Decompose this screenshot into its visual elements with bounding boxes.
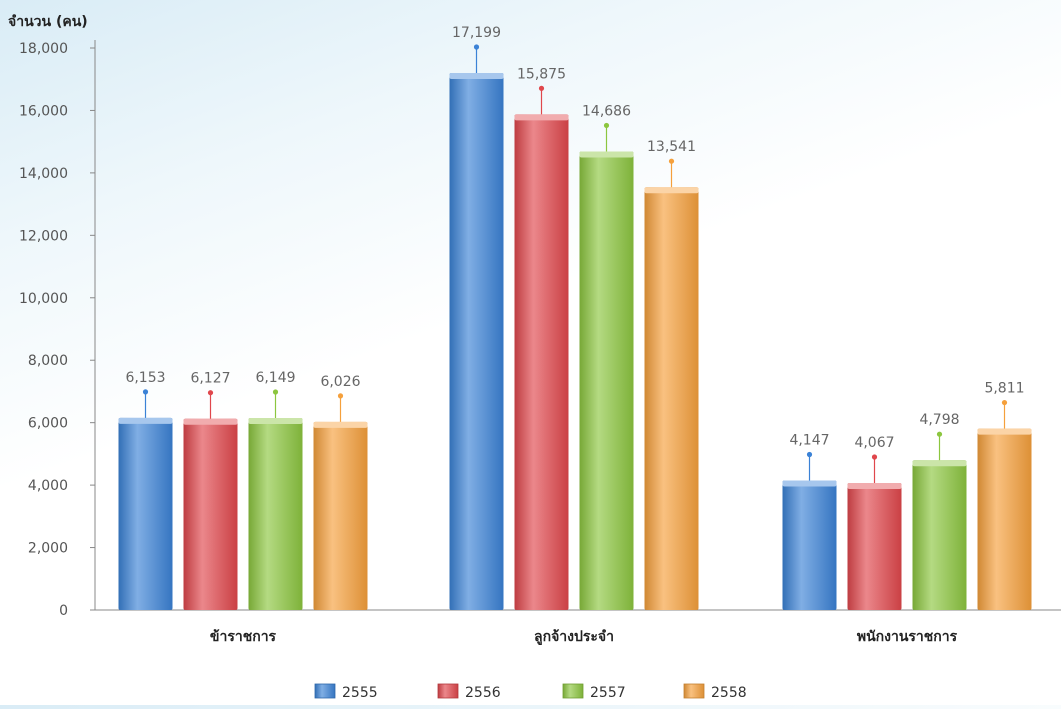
bar xyxy=(449,73,504,610)
y-axis-label: จำนวน (คน) xyxy=(8,14,88,30)
bar-2555-0: 6,153 xyxy=(118,370,173,610)
legend-swatch xyxy=(437,683,459,699)
value-label: 6,127 xyxy=(190,371,230,387)
category-label: ข้าราชการ xyxy=(210,629,277,645)
value-label: 4,798 xyxy=(919,412,959,428)
y-tick-label: 8,000 xyxy=(28,353,68,369)
category-label: ลูกจ้างประจำ xyxy=(534,629,614,645)
bar-cap xyxy=(183,418,238,425)
value-leader-dot xyxy=(871,454,878,460)
bar xyxy=(514,114,569,610)
bar xyxy=(782,480,837,610)
bar-cap xyxy=(248,418,303,425)
y-tick-label: 2,000 xyxy=(28,541,68,557)
bar xyxy=(912,460,967,610)
value-label: 14,686 xyxy=(582,103,631,119)
y-tick-label: 0 xyxy=(59,603,68,619)
legend-label: 2557 xyxy=(590,685,626,701)
bar xyxy=(118,417,173,610)
legend-item-2556: 2556 xyxy=(437,683,501,701)
bar-cap xyxy=(782,480,837,487)
legend-swatch xyxy=(562,683,584,699)
y-tick-label: 12,000 xyxy=(19,228,68,244)
bar xyxy=(644,187,699,610)
bar xyxy=(579,151,634,610)
value-label: 6,153 xyxy=(125,370,165,386)
value-leader-dot xyxy=(806,451,813,458)
bar-2557-2: 4,798 xyxy=(912,412,967,610)
bar-cap xyxy=(977,428,1032,435)
bar xyxy=(183,418,238,610)
value-label: 13,541 xyxy=(647,139,696,155)
legend-swatch xyxy=(314,683,336,699)
bar-cap xyxy=(579,151,634,158)
value-label: 6,149 xyxy=(255,370,295,386)
y-tick-label: 4,000 xyxy=(28,478,68,494)
value-leader-dot xyxy=(538,85,545,91)
legend-label: 2558 xyxy=(711,685,747,701)
value-label: 5,811 xyxy=(984,381,1024,397)
y-tick-label: 10,000 xyxy=(19,291,68,307)
value-leader-dot xyxy=(668,158,675,164)
bar xyxy=(248,418,303,610)
bar xyxy=(977,428,1032,610)
value-label: 15,875 xyxy=(517,66,566,82)
bar-2556-2: 4,067 xyxy=(847,435,902,610)
value-leader-dot xyxy=(936,431,943,437)
value-leader-dot xyxy=(337,393,344,399)
bar xyxy=(847,483,902,610)
bar-cap xyxy=(912,460,967,467)
bars: 6,153 6,127 6,149 6,026 ข้าราชการ 17,199 15,87… xyxy=(118,25,1032,645)
bar-2555-2: 4,147 xyxy=(782,433,837,610)
bar-cap xyxy=(847,483,902,490)
value-leader-dot xyxy=(207,390,214,396)
bar-2555-1: 17,199 xyxy=(449,25,504,610)
value-leader-dot xyxy=(142,389,149,395)
bar-2556-1: 15,875 xyxy=(514,66,569,610)
value-label: 17,199 xyxy=(452,25,501,41)
bar-cap xyxy=(449,73,504,80)
bar-cap xyxy=(644,187,699,194)
bar-cap xyxy=(514,114,569,121)
bar-2557-1: 14,686 xyxy=(579,103,634,610)
legend-item-2555: 2555 xyxy=(314,683,378,701)
bar-2558-0: 6,026 xyxy=(313,374,368,610)
legend-item-2557: 2557 xyxy=(562,683,626,701)
bar xyxy=(313,421,368,610)
bar-2558-2: 5,811 xyxy=(977,381,1032,610)
axes: 0 2,000 4,000 6,000 8,000 10,000 12,000 14,000 1… xyxy=(19,40,1061,619)
legend-label: 2555 xyxy=(342,685,378,701)
value-label: 4,067 xyxy=(854,435,894,451)
y-tick-label: 16,000 xyxy=(19,103,68,119)
category-label: พนักงานราชการ xyxy=(857,629,958,645)
bar-2556-0: 6,127 xyxy=(183,371,238,610)
legend: 2555 2556 2557 2558 xyxy=(314,683,747,701)
bar-2557-0: 6,149 xyxy=(248,370,303,610)
value-leader-dot xyxy=(603,122,610,129)
bar-cap xyxy=(313,421,368,428)
value-leader-dot xyxy=(272,389,279,395)
value-leader-dot xyxy=(473,44,480,50)
bar-cap xyxy=(118,417,173,424)
value-leader-dot xyxy=(1001,399,1008,406)
y-tick-label: 14,000 xyxy=(19,166,68,182)
value-label: 4,147 xyxy=(789,433,829,449)
y-tick-label: 6,000 xyxy=(28,416,68,432)
legend-item-2558: 2558 xyxy=(683,683,747,701)
value-label: 6,026 xyxy=(320,374,360,390)
legend-label: 2556 xyxy=(465,685,501,701)
y-tick-label: 18,000 xyxy=(19,41,68,57)
legend-swatch xyxy=(683,683,705,699)
bar-2558-1: 13,541 xyxy=(644,139,699,610)
